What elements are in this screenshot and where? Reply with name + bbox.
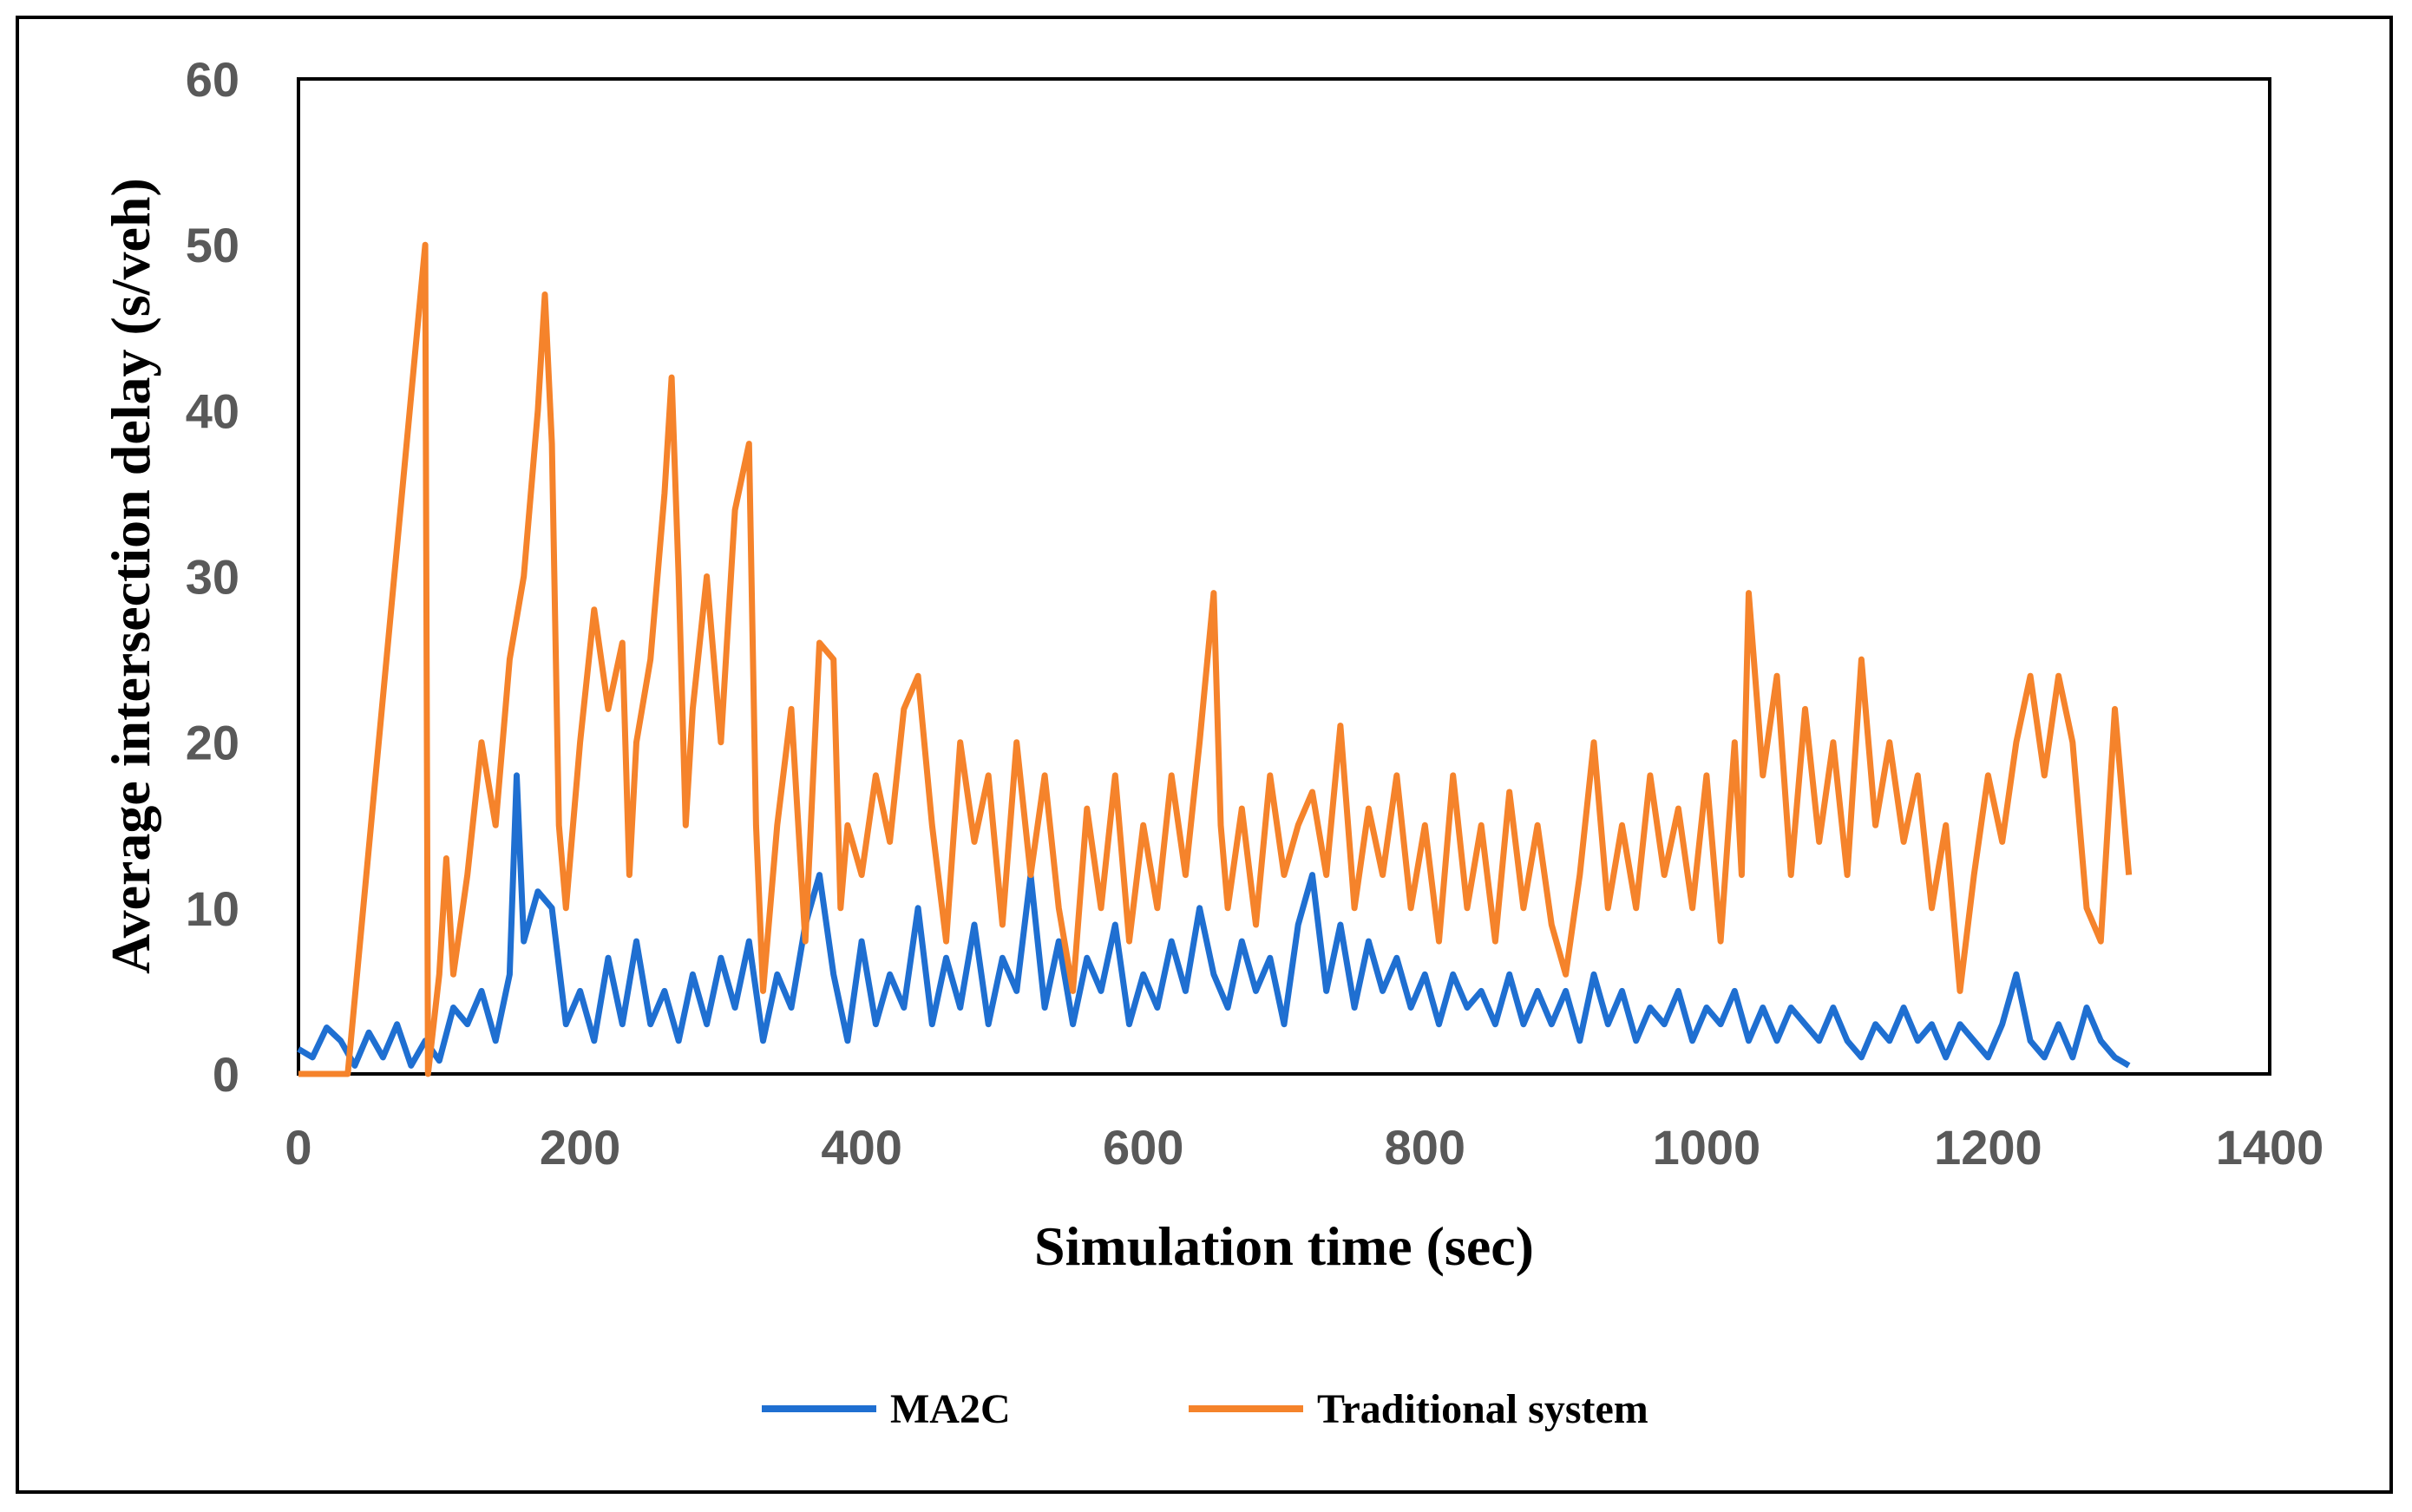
x-axis-title: Simulation time (sec) [1034, 1215, 1534, 1277]
x-tick-label: 600 [1103, 1120, 1183, 1175]
y-tick-label: 0 [213, 1047, 239, 1102]
y-tick-label: 20 [186, 716, 239, 770]
y-tick-label: 40 [186, 383, 239, 438]
legend-label-ma2c: MA2C [890, 1386, 1011, 1432]
legend: MA2C Traditional system [762, 1386, 1648, 1432]
y-tick-label: 50 [186, 218, 239, 272]
y-tick-label: 10 [186, 881, 239, 936]
x-tick-label: 800 [1385, 1120, 1465, 1175]
plot-area [297, 77, 2271, 1076]
x-tick-label: 1400 [2216, 1120, 2324, 1175]
series-line-traditional-system [298, 241, 2133, 1077]
y-tick-labels: 0 10 20 30 40 50 60 [186, 52, 239, 1102]
x-tick-label: 0 [285, 1120, 311, 1175]
series-layer [297, 241, 2133, 1077]
x-tick-label: 1000 [1653, 1120, 1761, 1175]
x-tick-labels: 0 200 400 600 800 1000 1200 1400 [285, 1120, 2324, 1175]
y-axis-title: Average intersection delay (s/veh) [100, 178, 161, 974]
x-tick-label: 200 [540, 1120, 620, 1175]
x-tick-label: 1200 [1934, 1120, 2042, 1175]
y-tick-label: 30 [186, 550, 239, 605]
series-line-ma2c [297, 772, 2131, 1069]
x-tick-label: 400 [821, 1120, 901, 1175]
y-tick-label: 60 [186, 52, 239, 107]
legend-label-traditional: Traditional system [1317, 1386, 1648, 1432]
